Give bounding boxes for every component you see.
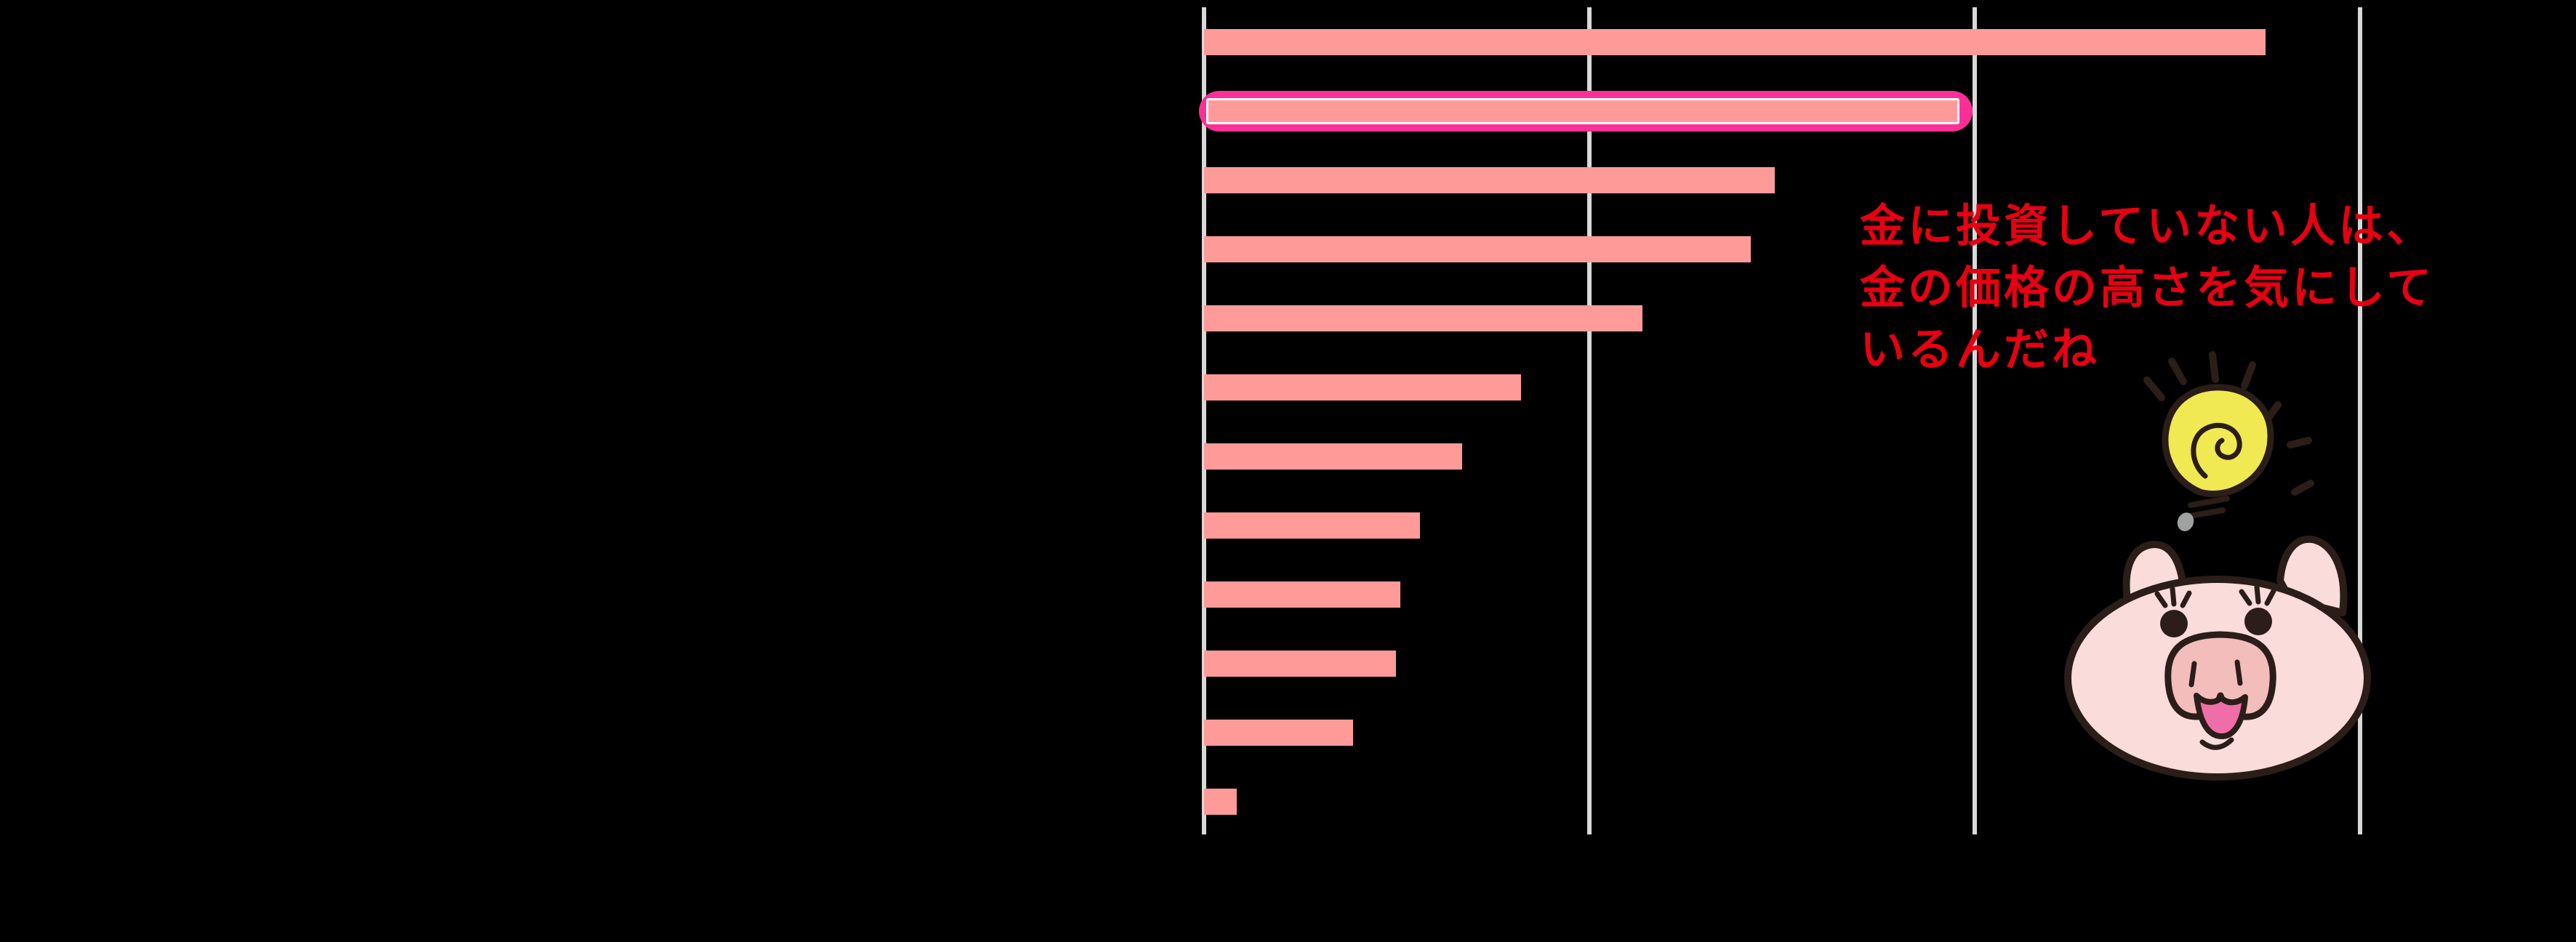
gridline xyxy=(1973,7,1978,834)
lightbulb-icon xyxy=(2162,384,2274,531)
annotation-line: 金に投資していない人は、 xyxy=(1860,199,2435,252)
annotation-line: いるんだね xyxy=(1860,323,2100,376)
annotation-line: 金の価格の高さを気にして xyxy=(1860,261,2435,314)
bar xyxy=(1204,167,1775,193)
pig-right-eye xyxy=(2244,608,2272,635)
bar xyxy=(1204,720,1354,746)
pig-nostril xyxy=(2234,659,2243,686)
pig-tongue xyxy=(2194,693,2248,739)
gridline xyxy=(1586,7,1592,834)
chart-plot-area xyxy=(1199,7,2362,834)
bar xyxy=(1204,789,1237,815)
pig-nostril xyxy=(2188,661,2197,688)
pig-smile xyxy=(2199,737,2234,750)
pig-left-eye xyxy=(2160,610,2188,637)
bar xyxy=(1204,305,1642,331)
bulb-tip xyxy=(2177,512,2194,531)
highlighted-bar xyxy=(1206,98,1959,124)
bar xyxy=(1204,651,1396,677)
bar xyxy=(1204,443,1462,470)
bar xyxy=(1204,581,1401,608)
pig-character-illustration xyxy=(2064,351,2371,781)
bar xyxy=(1204,374,1521,400)
bar xyxy=(1204,512,1421,539)
pig-eyelashes xyxy=(2154,584,2276,608)
pig-face xyxy=(2064,535,2371,781)
annotation-text: 金に投資していない人は、 金の価格の高さを気にして いるんだね xyxy=(1860,195,2500,380)
bar xyxy=(1204,236,1752,262)
gridline xyxy=(1202,7,1206,834)
bar xyxy=(1204,29,2266,55)
gridline xyxy=(2358,7,2362,834)
highlight-ring xyxy=(1199,91,1973,132)
